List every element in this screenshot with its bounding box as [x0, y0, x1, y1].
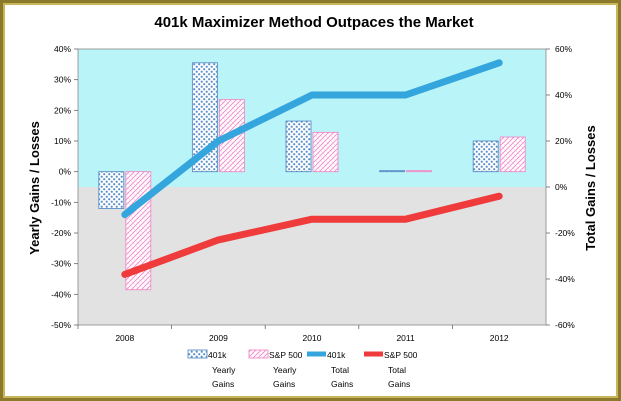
bar-sp500-2010 [312, 131, 339, 173]
legend-label: Yearly [273, 365, 297, 375]
y-tick-label: 40% [54, 44, 71, 54]
bar-sp500-2011 [406, 170, 433, 173]
legend-label: Gains [331, 379, 353, 389]
legend-swatch [187, 349, 208, 359]
negative-zone [78, 187, 546, 325]
legend: 401k Yearly Gains S&P 500 Yearly Gains 401k Tot… [187, 349, 418, 389]
legend-item: 401k Total Gains [307, 350, 353, 389]
legend-item: S&P 500 Total Gains [364, 350, 418, 389]
y-tick-label: -30% [51, 259, 71, 269]
y2-axis-title: Total Gains / Losses [583, 125, 598, 250]
legend-item: 401k Yearly Gains [187, 349, 236, 389]
x-tick-label: 2012 [490, 333, 509, 343]
y-tick-label: -20% [51, 228, 71, 238]
legend-label: S&P 500 [384, 350, 418, 360]
y2-tick-label: -60% [555, 320, 575, 330]
y2-tick-label: 40% [555, 90, 572, 100]
y-tick-label: 0% [59, 167, 72, 177]
x-tick-label: 2011 [396, 333, 415, 343]
legend-label: 401k [208, 350, 227, 360]
y2-tick-label: 60% [555, 44, 572, 54]
line-401k-total [121, 59, 503, 219]
y-tick-label: -10% [51, 197, 71, 207]
y-tick-label: 10% [54, 136, 71, 146]
legend-label: Total [331, 365, 349, 375]
bar-401k-2010 [285, 120, 312, 173]
legend-item: S&P 500 Yearly Gains [248, 349, 303, 389]
legend-label: Gains [212, 379, 234, 389]
chart-title: 401k Maximizer Method Outpaces the Marke… [154, 14, 473, 31]
bar-401k-2011 [379, 170, 406, 173]
y-tick-label: 30% [54, 75, 71, 85]
y-tick-label: -40% [51, 289, 71, 299]
bar-401k-2008 [98, 171, 125, 209]
y2-tick-label: 20% [555, 136, 572, 146]
y2-tick-label: 0% [555, 182, 568, 192]
plot-area: 40% 30% 20% 10% 0% -10% -20% -30% -40% -50% 60% 40%… [51, 44, 575, 343]
y-tick-label: 20% [54, 105, 71, 115]
x-tick-label: 2008 [115, 333, 134, 343]
legend-label: Gains [273, 379, 295, 389]
legend-swatch [248, 349, 269, 359]
legend-label: Gains [388, 379, 410, 389]
y2-tick-label: -40% [555, 274, 575, 284]
legend-label: Yearly [212, 365, 236, 375]
x-tick-label: 2009 [209, 333, 228, 343]
chart-svg: 401k Maximizer Method Outpaces the Marke… [27, 14, 598, 389]
legend-label: Total [388, 365, 406, 375]
bar-401k-2012 [472, 140, 499, 173]
legend-label: 401k [327, 350, 346, 360]
y-axis-title: Yearly Gains / Losses [27, 121, 42, 255]
x-tick-label: 2010 [303, 333, 322, 343]
legend-label: S&P 500 [269, 350, 303, 360]
y2-tick-label: -20% [555, 228, 575, 238]
line-sp500-total [121, 192, 503, 278]
y-tick-label: -50% [51, 320, 71, 330]
bar-sp500-2012 [499, 136, 526, 173]
